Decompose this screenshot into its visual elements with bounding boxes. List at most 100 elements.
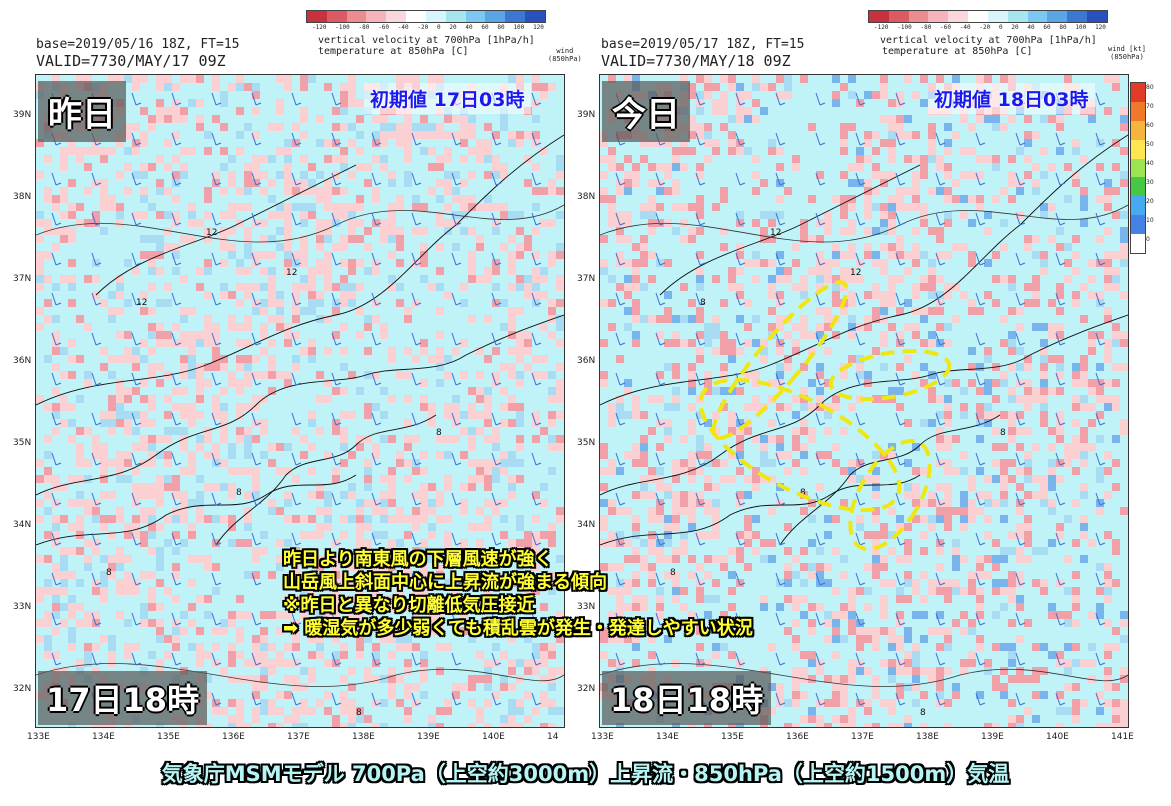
wind-legend-swatch — [1131, 120, 1145, 140]
longitude-label: 133E — [27, 732, 50, 742]
wind-legend-swatch — [1131, 158, 1145, 178]
contour-label: 12 — [286, 268, 297, 278]
longitude-label: 138E — [352, 732, 375, 742]
wind-legend-value: 10 — [1146, 217, 1154, 224]
colorbar-swatch — [888, 11, 909, 22]
colorbar-tick: 40 — [465, 24, 473, 31]
left-wind-label-text: wind — [556, 47, 574, 55]
contour-label: 8 — [1000, 428, 1006, 438]
wind-legend-swatch — [1131, 139, 1145, 159]
note-line-2: 山岳風上斜面中心に上昇流が強まる傾向 — [283, 572, 607, 593]
colorbar-tick: 120 — [1095, 24, 1106, 31]
left-wind-label: wind (850hPa) — [548, 47, 582, 63]
right-colorbar-strip — [868, 10, 1108, 23]
contour-label: 12 — [850, 268, 861, 278]
latitude-label: 33N — [577, 602, 596, 612]
contour-label: 8 — [920, 708, 926, 718]
latitude-label: 37N — [13, 274, 32, 284]
wind-legend-value: 50 — [1146, 141, 1154, 148]
latitude-label: 39N — [13, 110, 32, 120]
annotation-note: 昨日より南東風の下層風速が強く 山岳風上斜面中心に上昇流が強まる傾向 ※昨日と異… — [283, 548, 753, 640]
longitude-label: 140E — [482, 732, 505, 742]
longitude-label: 137E — [851, 732, 874, 742]
left-time-tag: 17日18時 — [38, 671, 208, 725]
colorbar-tick: -100 — [897, 24, 912, 31]
colorbar-swatch — [406, 11, 426, 22]
colorbar-swatch — [1067, 11, 1088, 22]
longitude-label: 134E — [92, 732, 115, 742]
longitude-label: 137E — [287, 732, 310, 742]
contour-label: 8 — [800, 488, 806, 498]
longitude-label: 136E — [786, 732, 809, 742]
wind-legend-swatch — [1131, 177, 1145, 197]
left-base-text: base=2019/05/16 18Z, FT=15 — [36, 37, 240, 52]
colorbar-swatch — [525, 11, 545, 22]
right-day-tag: 今日 — [602, 81, 690, 142]
wind-legend-value: 0 — [1146, 236, 1150, 243]
wind-legend-value: 30 — [1146, 179, 1154, 186]
contour-label: 8 — [106, 568, 112, 578]
wind-legend-swatch — [1131, 83, 1145, 102]
colorbar-swatch — [1047, 11, 1068, 22]
latitude-label: 33N — [13, 602, 32, 612]
latitude-label: 34N — [577, 520, 596, 530]
left-colorbar-ticks: -120 -100 -80 -60 -40 -20 0 20 40 60 80 100 120 — [312, 24, 544, 31]
colorbar-swatch — [346, 11, 367, 22]
longitude-label: 140E — [1046, 732, 1069, 742]
wind-legend-value: 20 — [1146, 198, 1154, 205]
wind-legend-swatch — [1131, 234, 1145, 254]
colorbar-tick: -80 — [920, 24, 932, 31]
longitude-label: 139E — [981, 732, 1004, 742]
left-wind-label-sub: (850hPa) — [548, 54, 582, 63]
ridge-highlight-kii — [698, 377, 902, 513]
note-line-4: ➡ 暖湿気が多少弱くても積乱雲が発生・発達しやすい状況 — [283, 618, 753, 639]
latitude-label: 32N — [13, 684, 32, 694]
colorbar-swatch — [968, 11, 988, 22]
left-temperature-label: temperature at 850hPa [C] — [318, 46, 469, 57]
wind-legend-value: 40 — [1146, 160, 1154, 167]
colorbar-tick: -60 — [940, 24, 951, 31]
note-line-1: 昨日より南東風の下層風速が強く — [283, 549, 553, 570]
wind-legend-swatch — [1131, 196, 1145, 216]
colorbar-swatch — [987, 11, 1008, 22]
right-wind-label-sub: (850hPa) — [1110, 52, 1144, 61]
colorbar-swatch — [1027, 11, 1048, 22]
right-wind-label: wind [kt] (850hPa) — [1108, 45, 1146, 61]
colorbar-swatch — [326, 11, 347, 22]
latitude-label: 38N — [577, 192, 596, 202]
latitude-label: 32N — [577, 684, 596, 694]
longitude-label: 136E — [222, 732, 245, 742]
left-colorbar-label: vertical velocity at 700hPa [1hPa/h] — [318, 35, 535, 46]
colorbar-tick: -120 — [874, 24, 889, 31]
colorbar-tick: 100 — [1075, 24, 1087, 31]
wind-speed-legend — [1130, 82, 1146, 254]
colorbar-tick: 20 — [449, 24, 457, 31]
right-time-tag: 18日18時 — [602, 671, 772, 725]
latitude-label: 35N — [577, 438, 596, 448]
longitude-label: 135E — [157, 732, 180, 742]
ridge-highlight-east — [848, 438, 932, 552]
right-colorbar-label: vertical velocity at 700hPa [1hPa/h] — [880, 35, 1097, 46]
colorbar-tick: -20 — [417, 24, 429, 31]
longitude-label: 139E — [417, 732, 440, 742]
contour-label: 12 — [770, 228, 781, 238]
latitude-label: 38N — [13, 192, 32, 202]
right-init-label: 初期値 18日03時 — [928, 83, 1095, 114]
latitude-label: 35N — [13, 438, 32, 448]
colorbar-tick: 80 — [497, 24, 505, 31]
left-valid-text: VALID=7730/MAY/17 09Z — [36, 52, 226, 70]
colorbar-swatch — [307, 11, 327, 22]
contour-label: 12 — [136, 298, 147, 308]
right-map: 12 12 8 8 8 8 8 今日 初期値 18日03時 18日18時 — [599, 74, 1129, 728]
colorbar-swatch — [928, 11, 949, 22]
figure-caption: 気象庁MSMモデル 700Pa（上空約3000m）上昇流・850hPa（上空約1… — [161, 762, 1010, 786]
contour-label: 8 — [436, 428, 442, 438]
longitude-label: 138E — [916, 732, 939, 742]
left-init-label: 初期値 17日03時 — [364, 83, 531, 114]
colorbar-tick: 100 — [513, 24, 525, 31]
right-base-text: base=2019/05/17 18Z, FT=15 — [601, 37, 805, 52]
colorbar-swatch — [465, 11, 486, 22]
colorbar-tick: -100 — [335, 24, 350, 31]
right-colorbar-ticks: -120 -100 -80 -60 -40 -20 0 20 40 60 80 100 120 — [874, 24, 1106, 31]
right-temperature-label: temperature at 850hPa [C] — [882, 46, 1033, 57]
